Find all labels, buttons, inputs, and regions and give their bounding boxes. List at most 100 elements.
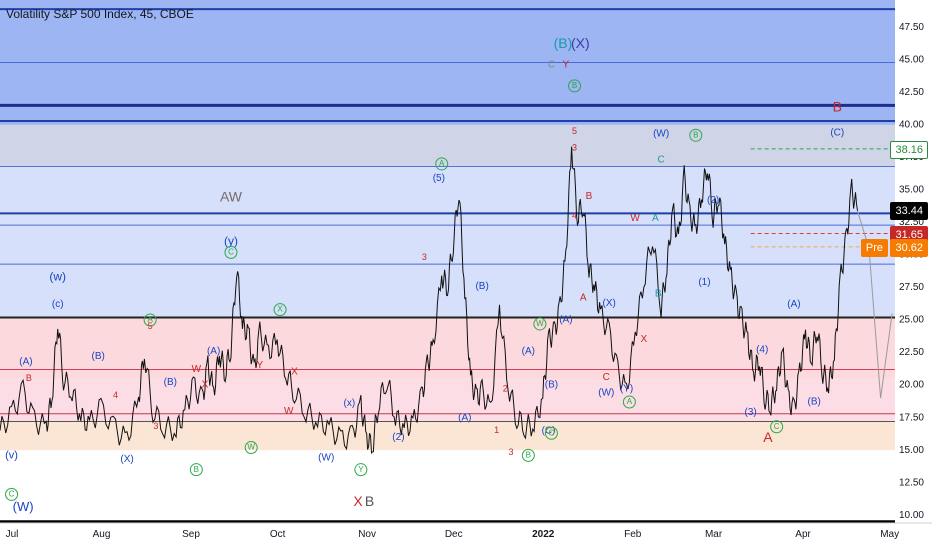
wave-label: 4 [572,210,577,220]
circle-text: B [194,465,199,474]
circle-text: Y [358,465,364,474]
circle-text: C [774,422,780,431]
wave-label: 3 [509,447,514,457]
wave-label: B [586,191,593,202]
circled-label: B [568,79,582,93]
circle-text: A [147,315,153,324]
wave-label: (C) [542,425,556,436]
circled-label: W [244,441,258,455]
circle-text: B [693,130,698,139]
band [0,378,895,422]
wave-label: (A) [207,346,220,357]
circle-text: A [439,159,445,168]
wave-label: 3 [422,252,427,262]
wave-label: A [763,429,773,445]
circled-label: B [189,463,203,477]
wave-label: 1 [494,425,499,435]
circle-ring [273,303,287,317]
wave-label: (Y) [620,384,633,395]
price-tag: 38.16 [890,140,928,159]
wave-label: (X) [603,298,616,309]
wave-label: X [291,367,298,378]
circle-ring [689,128,703,142]
circled-label: X [273,303,287,317]
circle-ring [244,441,258,455]
wave-label: 2 [503,383,508,393]
circled-label: C [544,426,558,440]
y-tick-label: 12.50 [899,477,924,488]
wave-label: (1) [698,277,710,288]
circle-ring [622,395,636,409]
y-tick-label: 27.50 [899,282,924,293]
band [0,166,895,318]
circle-ring [770,420,784,434]
wave-label: (A) [458,412,471,423]
wave-label: (W) [653,129,669,140]
circle-text: C [9,489,15,498]
wave-label: X [202,380,209,391]
y-tick-label: 35.00 [899,185,924,196]
y-tick-label: 20.00 [899,380,924,391]
x-tick-label: Apr [795,529,811,540]
circled-label: B [521,448,535,462]
wave-label: W [630,213,640,224]
circle-text: C [549,428,555,437]
y-tick-label: 45.00 [899,54,924,65]
wave-label: (4) [756,345,768,356]
circled-label: A [143,313,157,327]
x-tick-label: Aug [93,529,111,540]
circle-ring [544,426,558,440]
y-tick-label: 10.00 [899,510,924,521]
y-tick-label: 17.50 [899,412,924,423]
wave-label: 3 [572,143,577,153]
circle-text: W [247,443,255,452]
wave-label: (C) [830,127,844,138]
circle-text: W [536,319,544,328]
wave-label: (x) [344,398,356,409]
circle-text: C [228,248,234,257]
circle-ring [5,487,19,501]
y-tick-label: 15.00 [899,445,924,456]
x-tick-label: May [880,529,899,540]
wave-labels: (B)(X)C YB(C)AW(w)(c)(y)(5)(W)(2)(1)(X)(B… [5,35,844,514]
horizontal-lines [0,8,895,524]
wave-label: Y [563,60,570,71]
wave-label: (W) [13,499,34,514]
wave-label: (B) [545,380,558,391]
wave-label: B [365,493,374,509]
wave-label: (c) [52,299,64,310]
circle-ring [143,313,157,327]
wave-label: (B) [554,35,573,51]
circled-label: Y [354,463,368,477]
wave-label: X [353,493,363,509]
wave-label: (X) [120,454,133,465]
wave-label: 4 [113,390,118,400]
wave-label: (B) [807,397,820,408]
band [0,317,895,379]
price-tag: 30.62 [890,238,928,257]
wave-label: (A) [787,299,800,310]
wave-label: B [833,99,842,115]
projection-path [857,210,893,399]
horizontal-bands [0,0,895,451]
wave-label: (W) [598,388,614,399]
band [0,124,895,167]
circle-text: X [277,305,283,314]
circle-ring [354,463,368,477]
circled-label: C [770,420,784,434]
wave-label: (W) [318,453,334,464]
projection-line [857,210,893,399]
circle-ring [224,245,238,259]
wave-label: AW [220,188,243,204]
circle-ring [568,79,582,93]
wave-label: A [652,213,659,224]
circled-label: B [689,128,703,142]
price-axis-bg [895,0,932,550]
x-tick-label: Nov [358,529,376,540]
wave-label: (B) [164,377,177,388]
x-tick-label: Sep [182,529,200,540]
circle-ring [189,463,203,477]
wave-label: W [284,406,294,417]
y-tick-label: 25.00 [899,315,924,326]
